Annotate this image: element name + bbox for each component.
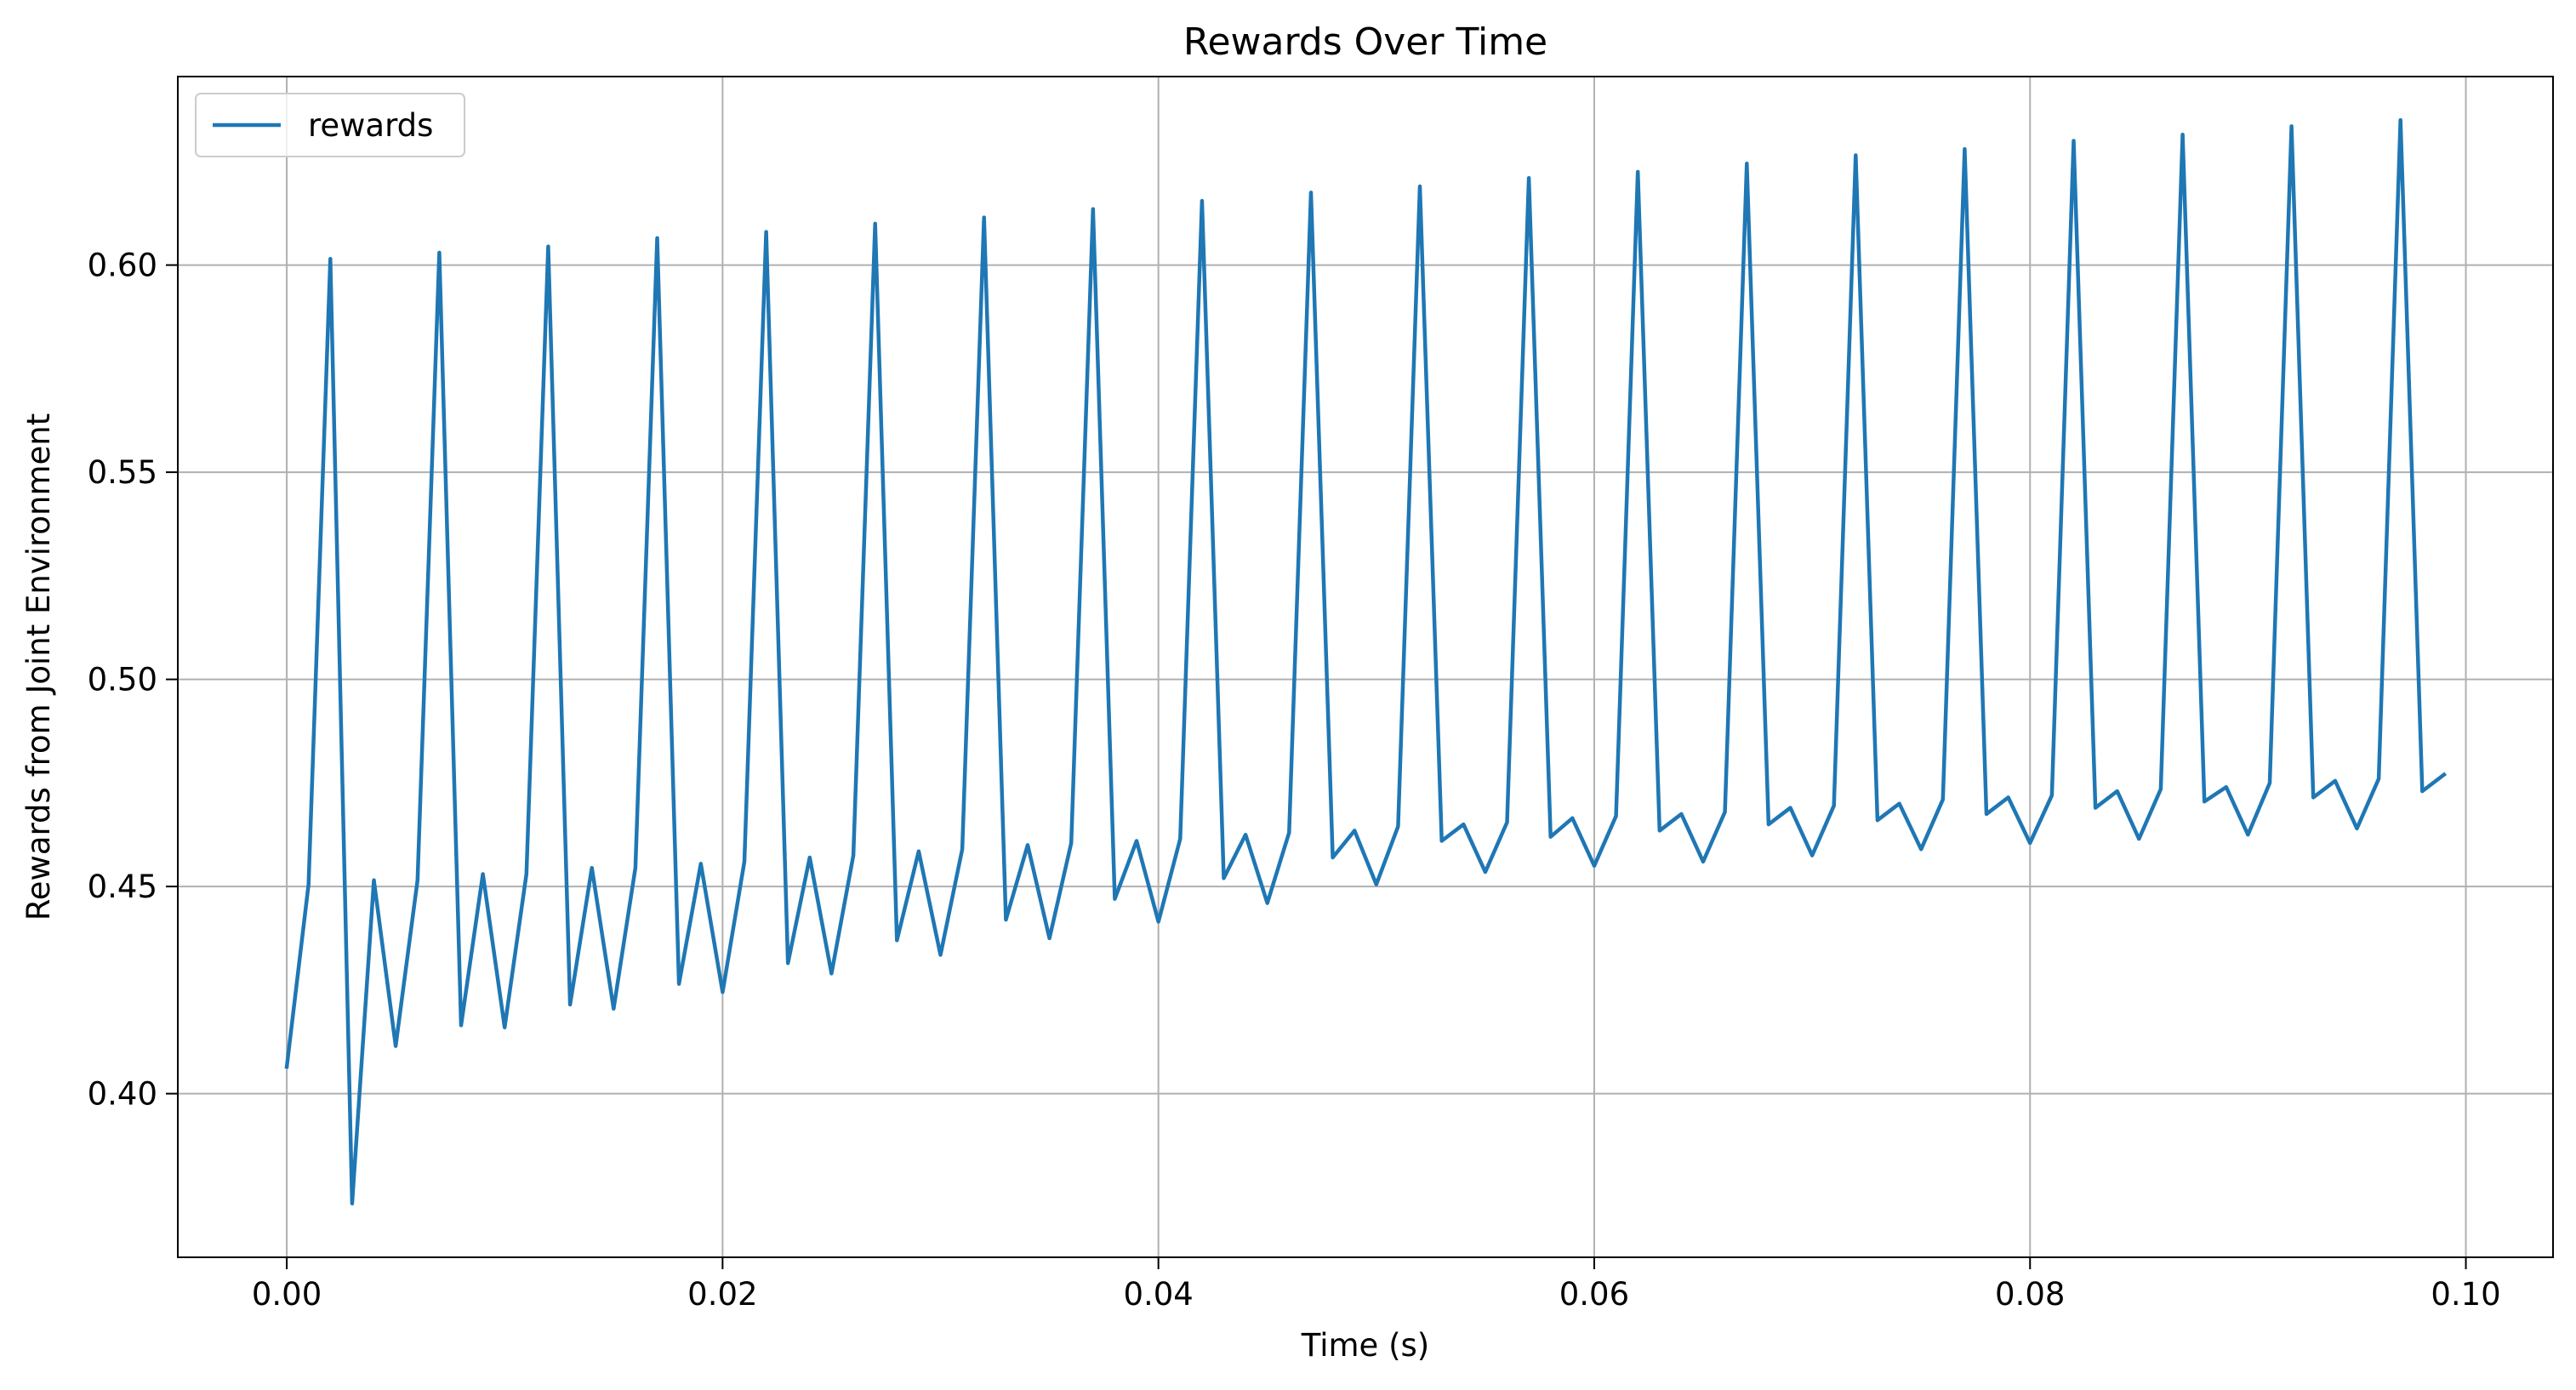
x-tick-label: 0.02 [687,1276,757,1313]
rewards-series-line [284,117,2448,1205]
y-tick-label: 0.45 [88,869,157,905]
legend-label-rewards: rewards [308,107,433,144]
legend-box [195,93,465,157]
y-tick-label: 0.50 [88,662,157,698]
x-tick-label: 0.00 [252,1276,322,1313]
grid [178,77,2553,1257]
axis-ticks: 0.00 0.02 0.04 0.06 0.08 0.10 0.40 0.45 0.50 0.55… [88,248,2501,1313]
chart-title: Rewards Over Time [1183,20,1547,64]
y-tick-label: 0.55 [88,454,157,491]
x-axis-title: Time (s) [1301,1327,1429,1364]
x-tick-label: 0.10 [2431,1276,2500,1313]
legend: rewards [195,93,465,157]
plot-frame [177,76,2554,1258]
y-axis-title: Rewards from Joint Environment [20,413,57,921]
y-tick-label: 0.40 [88,1076,157,1113]
x-tick-label: 0.08 [1995,1276,2065,1313]
x-tick-label: 0.04 [1123,1276,1193,1313]
y-tick-label: 0.60 [88,248,157,284]
x-tick-label: 0.06 [1559,1276,1629,1313]
